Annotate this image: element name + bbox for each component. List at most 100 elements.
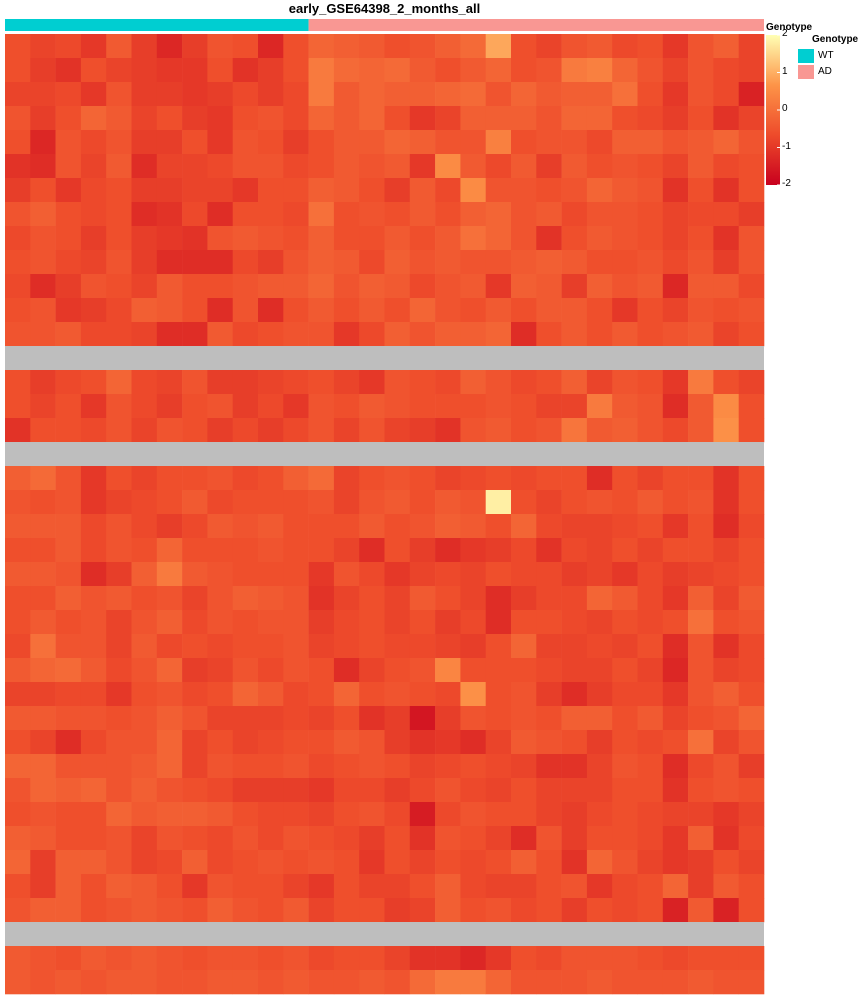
heatmap-cell (55, 274, 82, 299)
heatmap-cell (182, 730, 208, 755)
heatmap-cell (637, 898, 664, 923)
heatmap-cell (258, 34, 284, 59)
heatmap-cell (258, 178, 284, 203)
heatmap-cell (55, 874, 82, 899)
heatmap-cell (586, 586, 613, 611)
heatmap-cell (156, 634, 183, 659)
heatmap-cell (106, 970, 132, 995)
heatmap-cell (688, 106, 714, 131)
heatmap-cell (738, 298, 765, 323)
heatmap-cell (232, 946, 259, 971)
heatmap-cell (637, 58, 664, 83)
heatmap-cell (55, 298, 82, 323)
heatmap-cell (232, 658, 259, 683)
heatmap-cell (5, 706, 31, 731)
heatmap-cell (460, 802, 486, 827)
heatmap-cell (359, 610, 385, 635)
heatmap-cell (258, 730, 284, 755)
heatmap-cell (80, 466, 107, 491)
heatmap-cell (460, 466, 486, 491)
heatmap-cell (359, 970, 385, 995)
heatmap-cell (5, 226, 31, 251)
heatmap-cell (207, 850, 233, 875)
heatmap-cell (182, 490, 208, 515)
heatmap-cell (30, 706, 56, 731)
heatmap-cell (308, 970, 335, 995)
heatmap-cell (713, 58, 739, 83)
heatmap-cell (308, 418, 335, 443)
heatmap-cell (561, 58, 588, 83)
heatmap-cell (586, 202, 613, 227)
heatmap-cell (738, 82, 765, 107)
heatmap-cell (5, 802, 31, 827)
heatmap-cell (106, 274, 132, 299)
heatmap-cell (30, 154, 56, 179)
heatmap-cell (409, 178, 436, 203)
heatmap-cell (131, 250, 158, 275)
heatmap-cell (207, 802, 233, 827)
heatmap-cell (131, 226, 158, 251)
heatmap-cell (156, 514, 183, 539)
heatmap-cell (536, 202, 562, 227)
heatmap-cell (106, 394, 132, 419)
heatmap-cell (80, 58, 107, 83)
heatmap-cell (485, 850, 512, 875)
heatmap-cell (283, 874, 309, 899)
heatmap-cell (409, 682, 436, 707)
heatmap-cell (586, 298, 613, 323)
heatmap-cell (409, 394, 436, 419)
heatmap-cell (460, 394, 486, 419)
heatmap-cell (359, 418, 385, 443)
heatmap-cell (131, 370, 158, 395)
heatmap-cell (232, 586, 259, 611)
heatmap-cell (308, 826, 335, 851)
heatmap-cell (586, 946, 613, 971)
heatmap-cell (738, 370, 765, 395)
heatmap-cell (637, 538, 664, 563)
heatmap-cell (5, 946, 31, 971)
heatmap-cell (637, 586, 664, 611)
heatmap-cell (536, 658, 562, 683)
heatmap-cell (637, 826, 664, 851)
heatmap-cell (359, 130, 385, 155)
heatmap-cell (106, 58, 132, 83)
heatmap-cell (30, 178, 56, 203)
heatmap-cell (688, 370, 714, 395)
heatmap-cell (511, 250, 537, 275)
heatmap-cell (612, 418, 638, 443)
heatmap-cell (308, 778, 335, 803)
heatmap-cell (207, 826, 233, 851)
heatmap-cell (713, 826, 739, 851)
heatmap-cell (182, 82, 208, 107)
heatmap-cell (308, 754, 335, 779)
heatmap-cell (536, 298, 562, 323)
heatmap-cell (662, 202, 689, 227)
heatmap-cell (182, 898, 208, 923)
heatmap-cell (435, 946, 461, 971)
heatmap-cell (359, 874, 385, 899)
heatmap-cell (637, 178, 664, 203)
heatmap-cell (232, 298, 259, 323)
heatmap-cell (131, 490, 158, 515)
heatmap-cell (283, 322, 309, 347)
heatmap-cell (409, 298, 436, 323)
heatmap-cell (207, 874, 233, 899)
heatmap-cell (460, 730, 486, 755)
heatmap-cell (409, 274, 436, 299)
heatmap-missing-row (5, 922, 764, 946)
heatmap-cell (55, 778, 82, 803)
heatmap-cell (409, 82, 436, 107)
heatmap-cell (460, 586, 486, 611)
heatmap-cell (5, 826, 31, 851)
heatmap-cell (738, 682, 765, 707)
heatmap-cell (5, 82, 31, 107)
heatmap-cell (409, 874, 436, 899)
heatmap-cell (612, 802, 638, 827)
heatmap-cell (435, 562, 461, 587)
heatmap-cell (460, 658, 486, 683)
heatmap-cell (662, 466, 689, 491)
heatmap-cell (511, 586, 537, 611)
heatmap-cell (30, 754, 56, 779)
heatmap-cell (713, 514, 739, 539)
heatmap-cell (333, 730, 360, 755)
